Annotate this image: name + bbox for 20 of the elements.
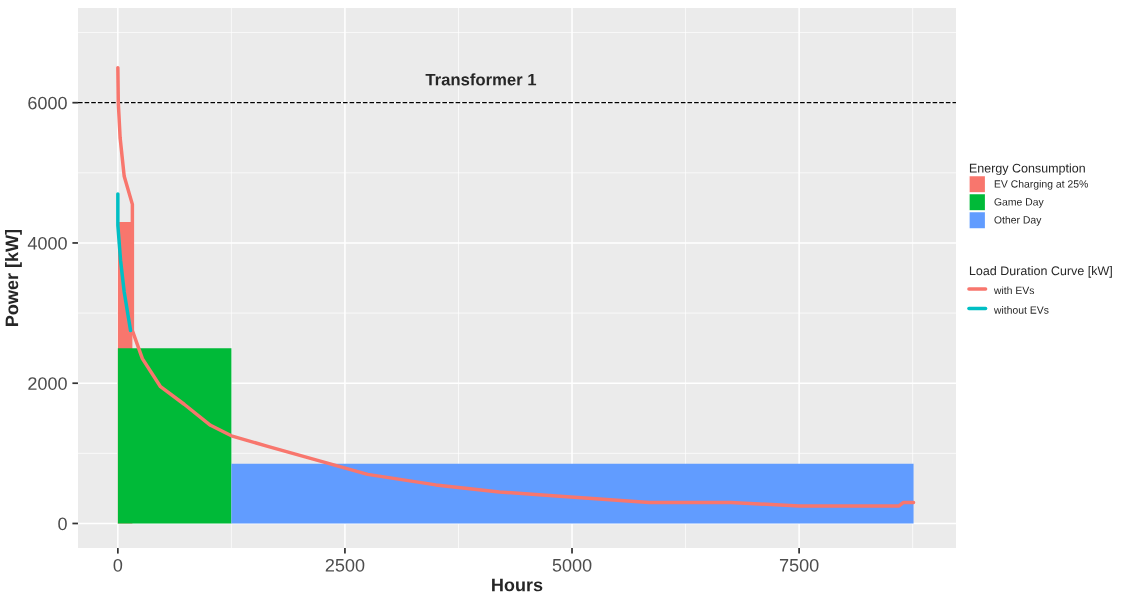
legend-label: with EVs <box>993 286 1035 295</box>
x-tick-label: 0 <box>113 558 123 572</box>
legend-label: Game Day <box>994 198 1044 208</box>
x-tick-label: 5000 <box>552 558 592 572</box>
x-axis-title: Hours <box>492 578 543 592</box>
y-tick-label: 4000 <box>27 236 67 250</box>
ref-line-label: Transformer 1 <box>425 73 537 86</box>
legend-label: EV Charging at 25% <box>994 179 1088 190</box>
y-axis-title: Power [kW] <box>5 229 22 326</box>
x-tick-label: 2500 <box>325 558 365 572</box>
legend-title: Energy Consumption <box>969 163 1085 176</box>
legend-label: Other Day <box>994 215 1042 226</box>
line-series <box>116 65 916 508</box>
y-tick-label: 6000 <box>28 96 67 110</box>
x-tick-label: 7500 <box>779 558 819 572</box>
line-series <box>116 192 133 333</box>
legend-label: without EVs <box>993 306 1049 314</box>
y-tick-label: 2000 <box>28 377 67 390</box>
y-tick-label: 0 <box>58 517 67 531</box>
text: Load Duration Curve [kW] <box>969 265 1112 278</box>
